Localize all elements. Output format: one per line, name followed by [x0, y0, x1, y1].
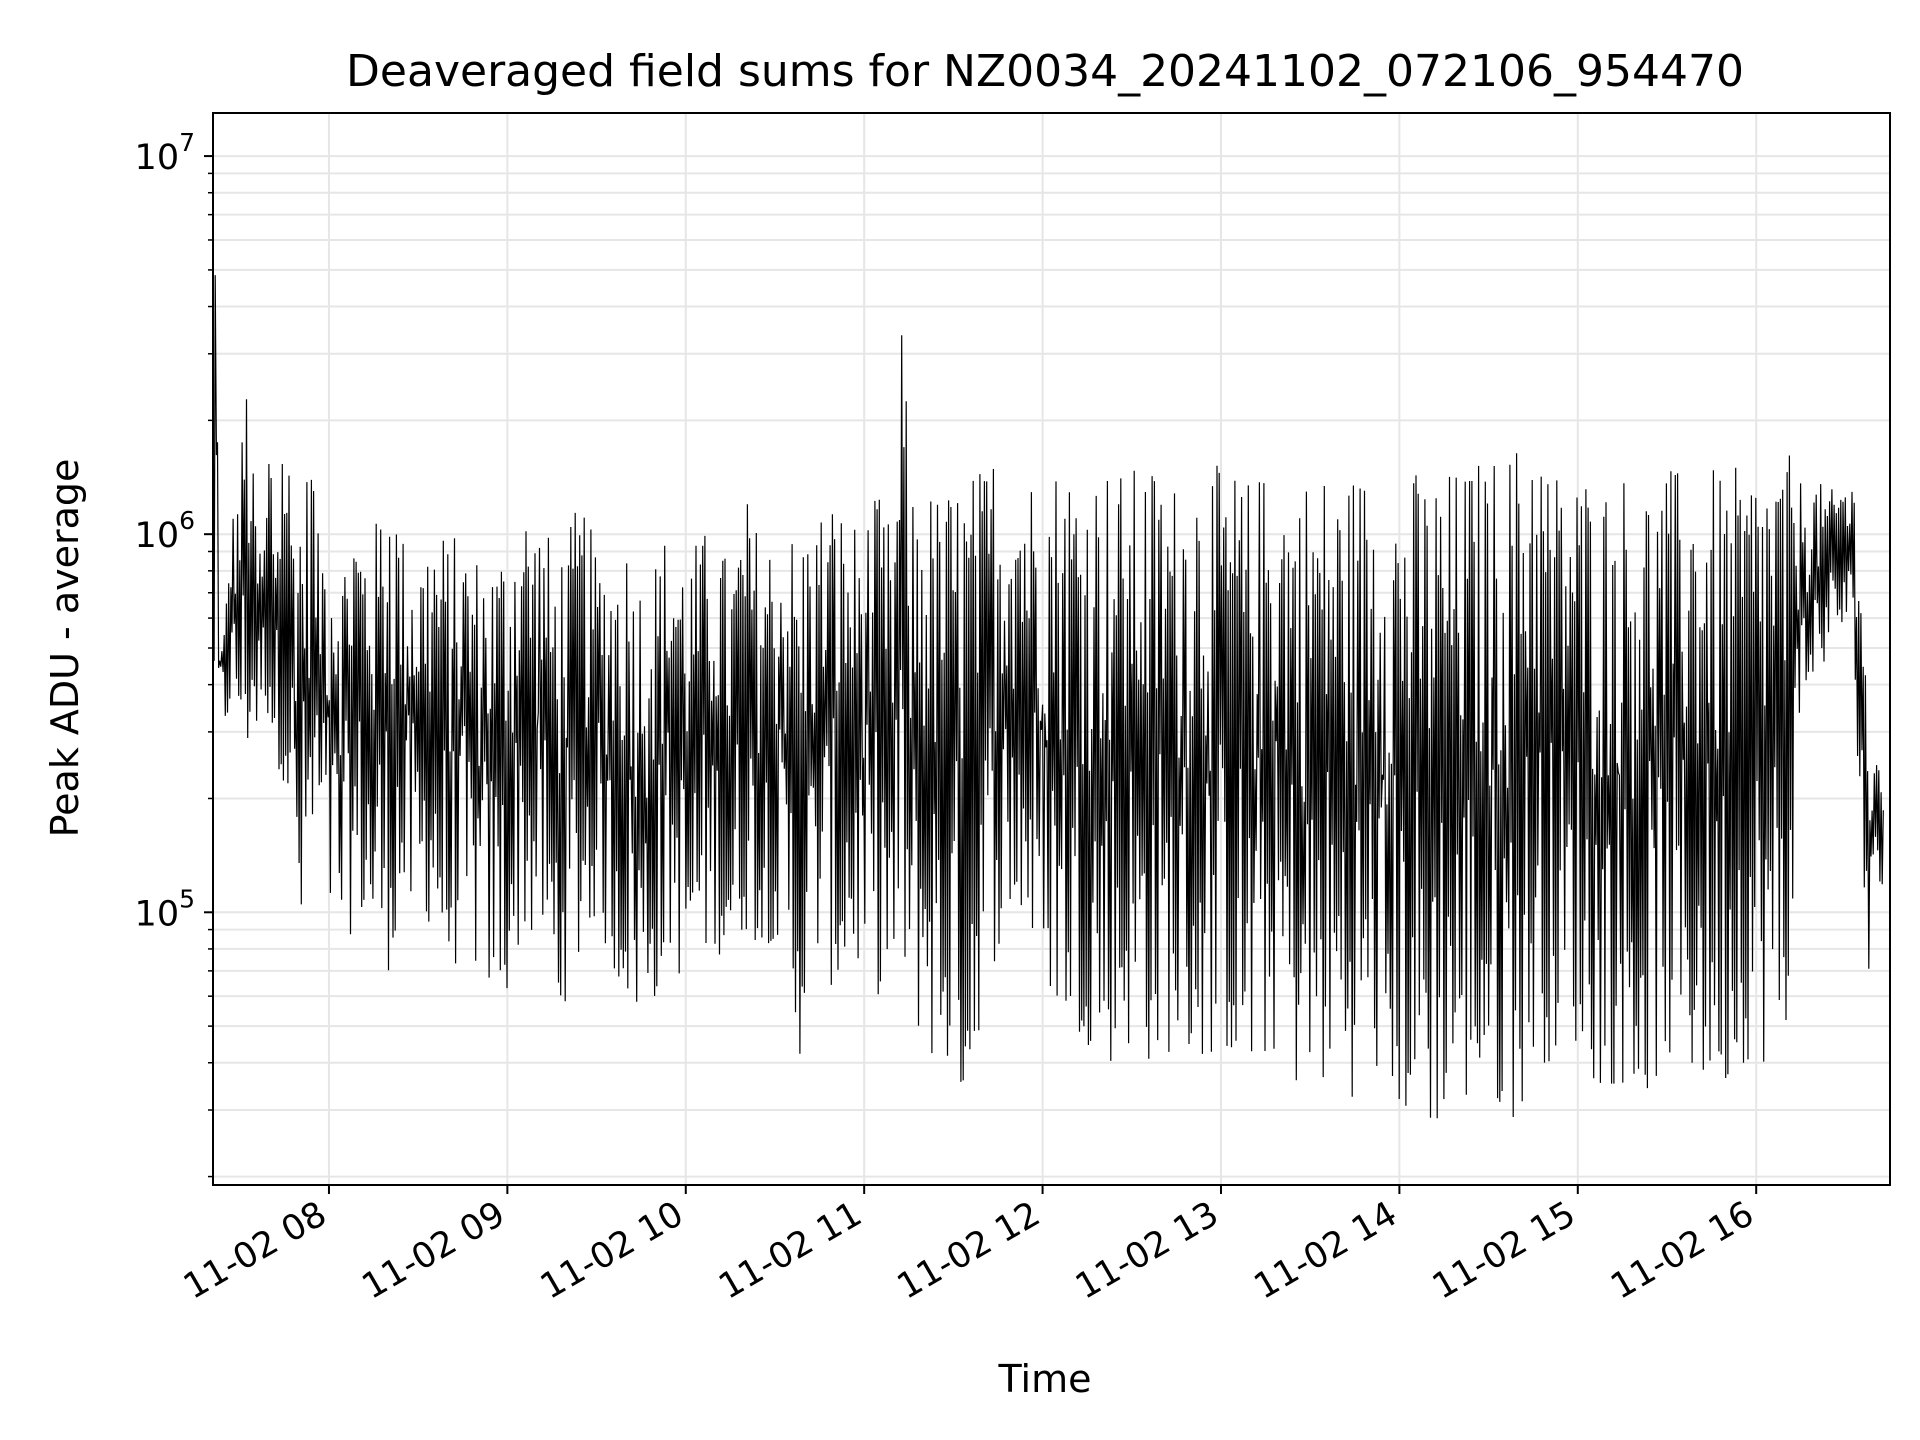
y-tick-label: 106: [135, 506, 195, 556]
plot-series: [212, 275, 1884, 1119]
y-axis-label: Peak ADU - average: [43, 459, 87, 838]
axis-ticks: [204, 155, 1758, 1194]
chart-title: Deaveraged field sums for NZ0034_2024110…: [346, 46, 1744, 97]
y-tick-base: 10: [135, 516, 180, 556]
y-tick-base: 10: [135, 894, 180, 934]
major-grid: [213, 113, 1890, 1185]
y-tick-exponent: 6: [179, 506, 195, 535]
plot-frame: [212, 112, 1891, 1186]
y-tick-exponent: 5: [179, 884, 195, 913]
x-axis-label: Time: [998, 1357, 1092, 1401]
y-tick-exponent: 7: [179, 128, 195, 157]
y-tick-label: 107: [135, 128, 195, 178]
y-tick-label: 105: [135, 884, 195, 934]
series-line-0: [212, 275, 1884, 1119]
y-tick-base: 10: [135, 138, 180, 178]
